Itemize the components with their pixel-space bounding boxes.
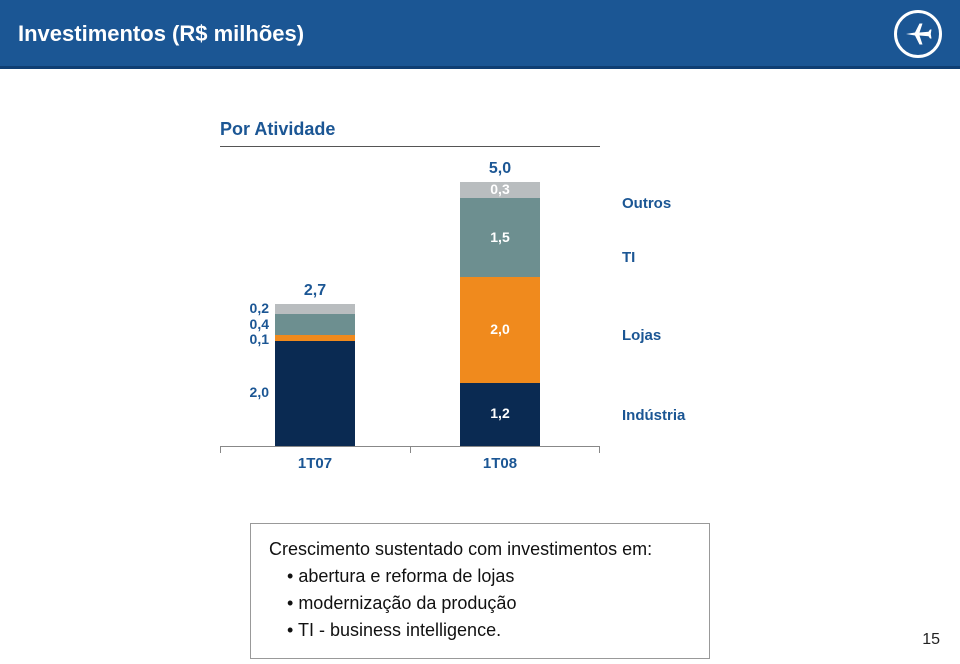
caption-box: Crescimento sustentado com investimentos… [250, 523, 710, 659]
segment-value-label: 0,4 [250, 316, 269, 332]
segment-ti: 1,5 [460, 198, 540, 277]
legend-item-ti: TI [622, 249, 635, 266]
segment-industria: 1,2 [460, 383, 540, 446]
segment-outros: 0,3 [460, 182, 540, 198]
segment-outros: 0,2 [275, 304, 355, 315]
segment-value-label: 1,2 [460, 405, 540, 421]
airplane-icon [903, 19, 933, 49]
segment-value-label: 1,5 [460, 229, 540, 245]
stacked-bar-chart: 2,70,20,40,12,05,00,31,52,01,2 OutrosTIL… [220, 157, 740, 487]
caption-list: abertura e reforma de lojasmodernização … [269, 563, 691, 644]
brand-logo [894, 10, 942, 58]
legend-item-lojas: Lojas [622, 327, 661, 344]
legend-item-outros: Outros [622, 195, 671, 212]
caption-bullet: abertura e reforma de lojas [287, 563, 691, 590]
segment-value-label: 2,0 [460, 321, 540, 337]
slide-content: Por Atividade 2,70,20,40,12,05,00,31,52,… [0, 69, 960, 663]
x-tick-mark [220, 447, 221, 453]
x-axis-label: 1T08 [460, 455, 540, 472]
segment-value-label: 2,0 [250, 384, 269, 400]
caption-bullet: modernização da produção [287, 590, 691, 617]
caption-bullet: TI - business intelligence. [287, 617, 691, 644]
segment-value-label: 0,1 [250, 331, 269, 347]
bar-total-label: 2,7 [275, 282, 355, 300]
segment-value-label: 0,3 [460, 181, 540, 197]
page-title: Investimentos (R$ milhões) [18, 21, 304, 47]
plot-area: 2,70,20,40,12,05,00,31,52,01,2 [220, 157, 600, 447]
bar-1T07: 2,70,20,40,12,0 [275, 304, 355, 446]
bar-1T08: 5,00,31,52,01,2 [460, 182, 540, 446]
legend-item-industria: Indústria [622, 407, 685, 424]
header-bar: Investimentos (R$ milhões) [0, 0, 960, 66]
segment-industria: 2,0 [275, 341, 355, 446]
chart-title: Por Atividade [220, 119, 600, 147]
segment-ti: 0,4 [275, 314, 355, 335]
segment-value-label: 0,2 [250, 300, 269, 316]
caption-heading: Crescimento sustentado com investimentos… [269, 536, 691, 563]
page-number: 15 [922, 631, 940, 649]
segment-lojas: 2,0 [460, 277, 540, 382]
x-tick-mark [599, 447, 600, 453]
bar-total-label: 5,0 [460, 160, 540, 178]
x-axis-label: 1T07 [275, 455, 355, 472]
x-tick-mark [410, 447, 411, 453]
